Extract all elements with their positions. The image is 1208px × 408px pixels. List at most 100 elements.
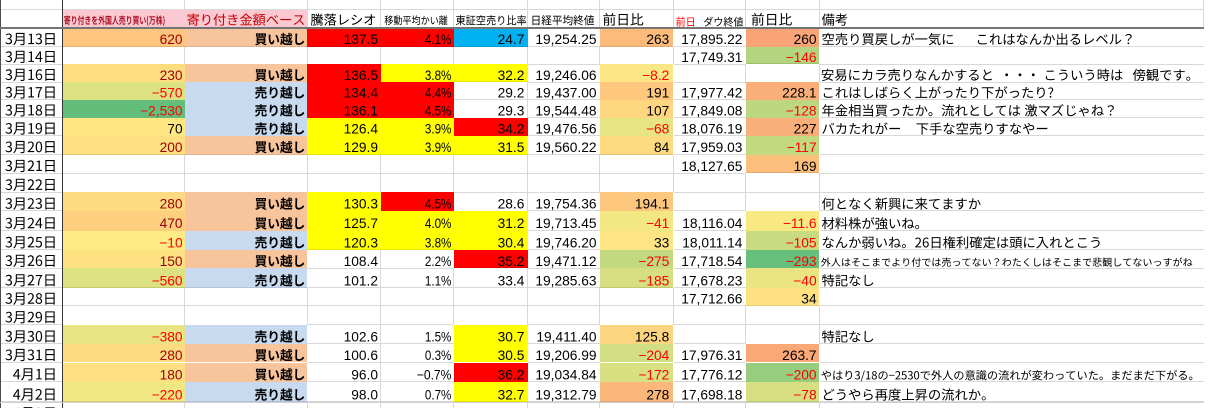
- svg-text:17,976.31: 17,976.31: [681, 348, 742, 363]
- svg-text:137.5: 137.5: [344, 32, 379, 47]
- svg-text:19,246.06: 19,246.06: [535, 68, 597, 83]
- svg-text:228.1: 228.1: [782, 86, 816, 101]
- svg-text:17,776.12: 17,776.12: [681, 367, 742, 382]
- svg-text:−10: −10: [159, 235, 183, 250]
- svg-text:−128: −128: [786, 103, 817, 118]
- svg-text:17,678.23: 17,678.23: [681, 273, 743, 288]
- svg-text:3.8%: 3.8%: [425, 68, 452, 83]
- svg-text:100.6: 100.6: [344, 348, 379, 363]
- svg-text:169: 169: [794, 159, 817, 174]
- svg-text:125.8: 125.8: [635, 329, 670, 344]
- svg-text:96.0: 96.0: [351, 367, 378, 382]
- svg-text:17,749.31: 17,749.31: [681, 50, 742, 65]
- svg-text:98.0: 98.0: [351, 388, 378, 403]
- svg-text:−172: −172: [638, 367, 669, 382]
- svg-text:−11.6: −11.6: [783, 216, 817, 231]
- svg-text:191: 191: [646, 86, 669, 101]
- svg-text:−105: −105: [786, 235, 817, 250]
- svg-text:4.1%: 4.1%: [425, 32, 452, 47]
- svg-text:17,712.66: 17,712.66: [681, 292, 743, 307]
- svg-text:194.1: 194.1: [635, 197, 669, 212]
- svg-text:19,746.20: 19,746.20: [535, 235, 597, 250]
- svg-text:18,116.04: 18,116.04: [682, 216, 743, 231]
- svg-text:150: 150: [160, 254, 183, 269]
- svg-text:4.4%: 4.4%: [425, 86, 452, 101]
- svg-text:17,895.22: 17,895.22: [681, 32, 742, 47]
- svg-text:263: 263: [646, 32, 669, 47]
- svg-text:19,411.40: 19,411.40: [536, 329, 597, 344]
- svg-text:18,011.14: 18,011.14: [682, 235, 743, 250]
- svg-text:4.0%: 4.0%: [425, 216, 452, 231]
- svg-text:17,698.18: 17,698.18: [681, 388, 743, 403]
- svg-text:−204: −204: [638, 348, 669, 363]
- svg-text:2.2%: 2.2%: [425, 254, 452, 269]
- svg-text:136.5: 136.5: [344, 68, 379, 83]
- svg-text:136.1: 136.1: [344, 103, 378, 118]
- svg-text:3.9%: 3.9%: [425, 140, 452, 155]
- svg-text:17,959.03: 17,959.03: [681, 140, 743, 155]
- svg-text:102.6: 102.6: [344, 329, 379, 344]
- svg-text:17,718.54: 17,718.54: [681, 254, 743, 269]
- svg-text:31.2: 31.2: [498, 216, 525, 231]
- svg-text:125.7: 125.7: [344, 216, 378, 231]
- svg-text:34: 34: [801, 292, 817, 307]
- svg-text:−560: −560: [152, 273, 183, 288]
- svg-text:30.7: 30.7: [498, 329, 525, 344]
- svg-text:29.3: 29.3: [498, 103, 525, 118]
- svg-text:33: 33: [654, 235, 670, 250]
- svg-text:120.3: 120.3: [344, 235, 379, 250]
- svg-text:−185: −185: [638, 273, 669, 288]
- svg-text:108.4: 108.4: [344, 254, 379, 269]
- svg-text:280: 280: [160, 348, 183, 363]
- svg-text:19,713.45: 19,713.45: [535, 216, 597, 231]
- svg-text:17,849.08: 17,849.08: [681, 103, 743, 118]
- svg-text:34.2: 34.2: [498, 122, 525, 137]
- svg-text:28.6: 28.6: [498, 197, 525, 212]
- svg-text:−68: −68: [646, 122, 670, 137]
- svg-text:260: 260: [794, 32, 817, 47]
- svg-text:−220: −220: [152, 388, 183, 403]
- svg-text:84: 84: [654, 140, 670, 155]
- svg-text:−293: −293: [786, 254, 817, 269]
- svg-text:−200: −200: [786, 367, 817, 382]
- svg-text:129.9: 129.9: [344, 140, 378, 155]
- svg-text:32.2: 32.2: [498, 68, 525, 83]
- svg-text:19,471.12: 19,471.12: [535, 254, 596, 269]
- svg-text:4.5%: 4.5%: [425, 197, 452, 212]
- svg-text:1.1%: 1.1%: [425, 273, 452, 288]
- svg-text:33.4: 33.4: [498, 273, 525, 288]
- svg-text:1.5%: 1.5%: [425, 329, 452, 344]
- svg-text:19,206.99: 19,206.99: [535, 348, 596, 363]
- svg-text:620: 620: [160, 32, 183, 47]
- svg-text:−380: −380: [152, 329, 183, 344]
- svg-text:3.9%: 3.9%: [425, 122, 452, 137]
- svg-text:18,127.65: 18,127.65: [681, 159, 743, 174]
- svg-text:−8.2: −8.2: [642, 68, 669, 83]
- svg-text:19,312.79: 19,312.79: [535, 388, 596, 403]
- svg-text:0.3%: 0.3%: [425, 348, 452, 363]
- svg-text:4.5%: 4.5%: [425, 103, 452, 118]
- svg-text:126.4: 126.4: [344, 122, 379, 137]
- svg-text:−40: −40: [793, 273, 817, 288]
- svg-text:30.4: 30.4: [498, 235, 525, 250]
- svg-text:19,285.63: 19,285.63: [535, 273, 597, 288]
- svg-text:470: 470: [160, 216, 183, 231]
- svg-text:−275: −275: [638, 254, 669, 269]
- svg-text:130.3: 130.3: [344, 197, 379, 212]
- svg-text:19,560.22: 19,560.22: [535, 140, 596, 155]
- svg-text:−146: −146: [786, 50, 817, 65]
- svg-text:19,437.00: 19,437.00: [535, 86, 597, 101]
- svg-text:31.5: 31.5: [498, 140, 525, 155]
- svg-text:101.2: 101.2: [344, 273, 378, 288]
- svg-text:227: 227: [794, 122, 817, 137]
- svg-text:230: 230: [160, 68, 183, 83]
- svg-text:278: 278: [646, 388, 669, 403]
- svg-text:−78: −78: [793, 388, 817, 403]
- svg-text:19,034.84: 19,034.84: [535, 367, 597, 382]
- svg-text:30.5: 30.5: [498, 348, 525, 363]
- svg-text:19,754.36: 19,754.36: [535, 197, 597, 212]
- svg-text:0.7%: 0.7%: [425, 388, 452, 403]
- svg-text:180: 180: [160, 367, 183, 382]
- svg-text:−2,530: −2,530: [140, 103, 183, 118]
- svg-text:−570: −570: [152, 86, 183, 101]
